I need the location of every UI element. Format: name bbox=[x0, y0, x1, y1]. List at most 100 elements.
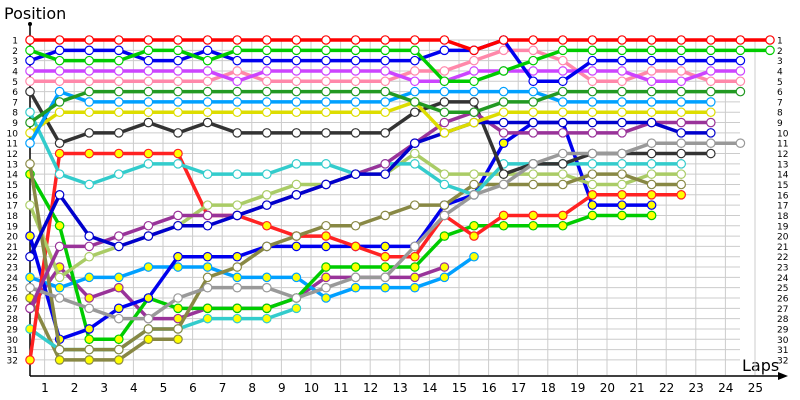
data-point[interactable] bbox=[261, 303, 272, 314]
data-point[interactable] bbox=[676, 76, 686, 87]
data-point[interactable] bbox=[54, 45, 65, 56]
data-point[interactable] bbox=[173, 55, 183, 66]
data-point[interactable] bbox=[25, 35, 35, 45]
data-point[interactable] bbox=[54, 241, 65, 252]
data-point[interactable] bbox=[705, 148, 716, 159]
data-point[interactable] bbox=[173, 128, 183, 138]
data-point[interactable] bbox=[261, 35, 272, 45]
data-point[interactable] bbox=[84, 35, 94, 45]
data-point[interactable] bbox=[261, 169, 272, 179]
data-point[interactable] bbox=[321, 241, 331, 252]
data-point[interactable] bbox=[321, 97, 331, 107]
data-point[interactable] bbox=[557, 179, 568, 190]
data-point[interactable] bbox=[54, 35, 65, 45]
data-point[interactable] bbox=[350, 262, 361, 272]
data-point[interactable] bbox=[261, 55, 272, 66]
data-point[interactable] bbox=[498, 107, 509, 118]
data-point[interactable] bbox=[114, 76, 124, 87]
data-point[interactable] bbox=[25, 251, 35, 262]
data-point[interactable] bbox=[587, 97, 598, 107]
data-point[interactable] bbox=[498, 179, 509, 190]
data-point[interactable] bbox=[676, 179, 686, 190]
data-point[interactable] bbox=[84, 324, 94, 334]
data-point[interactable] bbox=[25, 200, 35, 210]
data-point[interactable] bbox=[232, 107, 242, 118]
data-point[interactable] bbox=[498, 169, 509, 179]
data-point[interactable] bbox=[380, 107, 390, 118]
data-point[interactable] bbox=[646, 107, 657, 118]
data-point[interactable] bbox=[439, 169, 450, 179]
data-point[interactable] bbox=[232, 200, 242, 210]
data-point[interactable] bbox=[705, 117, 716, 128]
data-point[interactable] bbox=[705, 35, 716, 45]
data-point[interactable] bbox=[617, 200, 627, 210]
data-point[interactable] bbox=[84, 355, 94, 365]
data-point[interactable] bbox=[587, 179, 598, 190]
data-point[interactable] bbox=[261, 282, 272, 293]
data-point[interactable] bbox=[25, 303, 35, 314]
data-point[interactable] bbox=[646, 55, 657, 66]
data-point[interactable] bbox=[409, 45, 420, 56]
data-point[interactable] bbox=[232, 45, 242, 56]
data-point[interactable] bbox=[84, 303, 94, 314]
data-point[interactable] bbox=[617, 179, 627, 190]
data-point[interactable] bbox=[350, 35, 361, 45]
data-point[interactable] bbox=[528, 76, 538, 87]
data-point[interactable] bbox=[587, 190, 598, 200]
data-point[interactable] bbox=[54, 355, 65, 365]
data-point[interactable] bbox=[439, 179, 450, 190]
data-point[interactable] bbox=[54, 66, 65, 76]
data-point[interactable] bbox=[676, 138, 686, 148]
data-point[interactable] bbox=[557, 169, 568, 179]
data-point[interactable] bbox=[528, 45, 538, 56]
data-point[interactable] bbox=[380, 55, 390, 66]
data-point[interactable] bbox=[261, 86, 272, 97]
data-point[interactable] bbox=[439, 86, 450, 97]
data-point[interactable] bbox=[469, 45, 479, 56]
data-point[interactable] bbox=[54, 97, 65, 107]
data-point[interactable] bbox=[676, 97, 686, 107]
data-point[interactable] bbox=[617, 190, 627, 200]
data-point[interactable] bbox=[54, 86, 65, 97]
data-point[interactable] bbox=[25, 45, 35, 56]
data-point[interactable] bbox=[409, 138, 420, 148]
data-point[interactable] bbox=[321, 76, 331, 87]
data-point[interactable] bbox=[25, 282, 35, 293]
data-point[interactable] bbox=[646, 76, 657, 87]
data-point[interactable] bbox=[617, 169, 627, 179]
data-point[interactable] bbox=[54, 282, 65, 293]
data-point[interactable] bbox=[202, 107, 213, 118]
data-point[interactable] bbox=[705, 55, 716, 66]
data-point[interactable] bbox=[705, 76, 716, 87]
data-point[interactable] bbox=[646, 138, 657, 148]
data-point[interactable] bbox=[587, 107, 598, 118]
data-point[interactable] bbox=[25, 231, 35, 241]
data-point[interactable] bbox=[25, 55, 35, 66]
data-point[interactable] bbox=[25, 272, 35, 283]
data-point[interactable] bbox=[646, 190, 657, 200]
data-point[interactable] bbox=[528, 159, 538, 169]
data-point[interactable] bbox=[350, 76, 361, 87]
data-point[interactable] bbox=[202, 262, 213, 272]
data-point[interactable] bbox=[705, 128, 716, 138]
data-point[interactable] bbox=[557, 86, 568, 97]
data-point[interactable] bbox=[439, 200, 450, 210]
data-point[interactable] bbox=[380, 45, 390, 56]
data-point[interactable] bbox=[380, 97, 390, 107]
data-point[interactable] bbox=[498, 35, 509, 45]
data-point[interactable] bbox=[409, 272, 420, 283]
data-point[interactable] bbox=[173, 148, 183, 159]
data-point[interactable] bbox=[114, 86, 124, 97]
data-point[interactable] bbox=[143, 293, 154, 303]
data-point[interactable] bbox=[350, 241, 361, 252]
data-point[interactable] bbox=[439, 66, 450, 76]
data-point[interactable] bbox=[54, 293, 65, 303]
data-point[interactable] bbox=[617, 66, 627, 76]
data-point[interactable] bbox=[321, 231, 331, 241]
data-point[interactable] bbox=[409, 159, 420, 169]
data-point[interactable] bbox=[617, 97, 627, 107]
data-point[interactable] bbox=[676, 148, 686, 159]
data-point[interactable] bbox=[54, 272, 65, 283]
data-point[interactable] bbox=[469, 76, 479, 87]
data-point[interactable] bbox=[469, 179, 479, 190]
